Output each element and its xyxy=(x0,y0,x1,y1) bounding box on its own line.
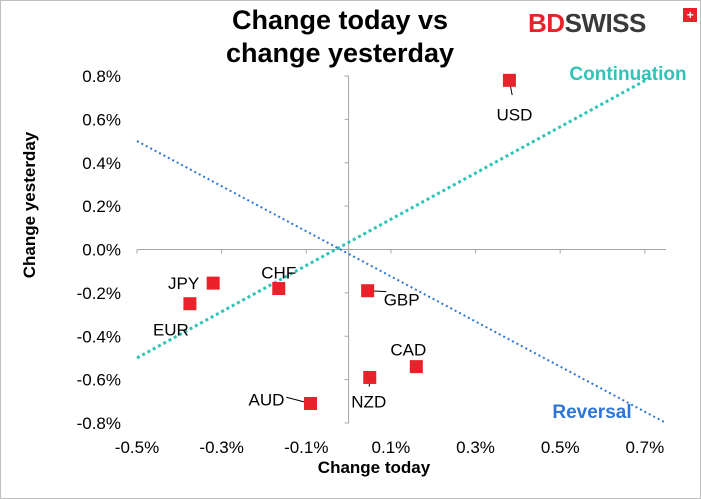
y-tick-label: 0.4% xyxy=(82,154,121,173)
point-label-aud: AUD xyxy=(249,390,285,409)
x-tick-label: -0.5% xyxy=(115,438,159,457)
y-tick-label: 0.0% xyxy=(82,241,121,260)
x-tick-label: 0.3% xyxy=(456,438,495,457)
continuation-label: Continuation xyxy=(569,64,686,85)
y-tick-label: -0.2% xyxy=(77,284,121,303)
title-line-2: change yesterday xyxy=(225,38,455,68)
y-tick-label: 0.6% xyxy=(82,110,121,129)
data-point-cad xyxy=(409,360,423,374)
point-label-eur: EUR xyxy=(153,321,189,340)
y-tick-label: 0.8% xyxy=(82,67,121,86)
continuation-line xyxy=(136,74,655,360)
data-point-eur xyxy=(183,297,197,311)
point-label-nzd: NZD xyxy=(351,392,386,411)
point-label-usd: USD xyxy=(496,105,532,124)
swiss-flag-icon: + xyxy=(683,8,697,22)
point-label-chf: CHF xyxy=(261,264,296,283)
y-tick-label: -0.8% xyxy=(77,414,121,433)
point-label-cad: CAD xyxy=(390,341,426,360)
data-point-gbp xyxy=(361,284,375,298)
data-point-nzd xyxy=(363,370,377,384)
data-point-usd xyxy=(502,73,516,87)
data-point-aud xyxy=(304,396,318,410)
x-tick-label: -0.1% xyxy=(284,438,328,457)
reversal-label: Reversal xyxy=(552,402,631,423)
point-label-gbp: GBP xyxy=(384,291,420,310)
y-tick-label: 0.2% xyxy=(82,197,121,216)
x-tick-label: 0.7% xyxy=(625,438,664,457)
data-point-chf xyxy=(272,282,286,296)
point-label-jpy: JPY xyxy=(168,274,199,293)
brand-prefix: BD xyxy=(528,8,565,38)
y-tick-label: -0.4% xyxy=(77,327,121,346)
brand-logo: BDSWISS + xyxy=(528,8,697,38)
x-tick-label: 0.5% xyxy=(541,438,580,457)
x-tick-label: 0.1% xyxy=(372,438,411,457)
title-line-1: Change today vs xyxy=(231,5,449,35)
x-axis-label: Change today xyxy=(317,458,431,477)
chart-title: Change today vs change yesterday xyxy=(150,4,530,70)
data-point-jpy xyxy=(206,276,220,290)
y-tick-label: -0.6% xyxy=(77,371,121,390)
x-tick-label: -0.3% xyxy=(199,438,243,457)
brand-suffix: SWISS xyxy=(564,8,647,38)
